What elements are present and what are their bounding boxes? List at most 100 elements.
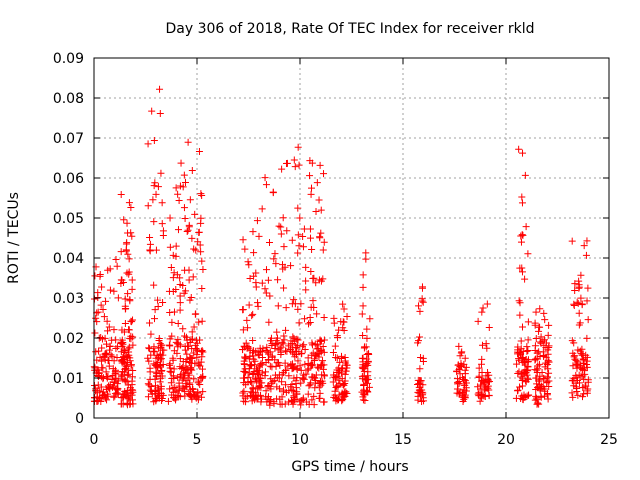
- data-point: [108, 352, 116, 360]
- data-point: [249, 336, 257, 344]
- data-point: [521, 171, 529, 179]
- data-point: [338, 397, 346, 405]
- data-point: [277, 348, 285, 356]
- data-point: [318, 371, 326, 379]
- data-point: [199, 388, 207, 396]
- data-point: [253, 395, 261, 403]
- data-point: [576, 363, 584, 371]
- data-point: [544, 395, 552, 403]
- data-point: [105, 356, 113, 364]
- data-point: [302, 277, 310, 285]
- data-point: [124, 381, 132, 389]
- data-point: [311, 384, 319, 392]
- data-point: [273, 328, 281, 336]
- data-point: [543, 391, 551, 399]
- data-point: [300, 371, 308, 379]
- data-point: [169, 384, 177, 392]
- data-point: [329, 378, 337, 386]
- data-point: [156, 109, 164, 117]
- data-point: [482, 383, 490, 391]
- data-point: [176, 299, 184, 307]
- data-point: [257, 384, 265, 392]
- data-point: [103, 340, 110, 348]
- data-point: [517, 238, 525, 246]
- data-point: [149, 196, 157, 204]
- data-point: [255, 371, 263, 379]
- data-point: [516, 311, 524, 319]
- data-point: [282, 304, 290, 312]
- data-point: [331, 387, 339, 395]
- data-point: [584, 376, 592, 384]
- data-point: [485, 371, 493, 379]
- data-point: [295, 242, 303, 250]
- data-point: [114, 385, 122, 393]
- data-point: [249, 370, 257, 378]
- data-point: [198, 257, 206, 265]
- data-point: [129, 367, 137, 375]
- data-point: [337, 354, 345, 362]
- data-point: [256, 374, 264, 382]
- data-point: [535, 360, 543, 368]
- data-point: [515, 145, 523, 153]
- data-point: [320, 361, 328, 369]
- data-point: [339, 324, 347, 332]
- data-point: [570, 339, 578, 347]
- data-point: [105, 323, 113, 331]
- data-point: [275, 222, 283, 230]
- data-point: [253, 377, 261, 385]
- data-point: [416, 365, 424, 373]
- data-point: [329, 348, 337, 356]
- data-point: [280, 243, 288, 251]
- data-point: [478, 308, 486, 316]
- data-point: [518, 199, 526, 207]
- data-point: [292, 343, 300, 351]
- data-point: [481, 387, 489, 395]
- data-point: [124, 395, 132, 403]
- data-point: [195, 228, 203, 236]
- data-point: [310, 392, 318, 400]
- data-point: [365, 350, 373, 358]
- data-point: [150, 218, 158, 226]
- data-point: [310, 401, 318, 409]
- data-point: [293, 374, 301, 382]
- data-point: [456, 370, 464, 378]
- data-point: [541, 363, 549, 371]
- data-point: [294, 204, 302, 212]
- data-point: [174, 392, 182, 400]
- data-point: [419, 357, 427, 365]
- data-point: [281, 359, 289, 367]
- data-point: [244, 258, 252, 266]
- data-point: [102, 297, 110, 305]
- data-point: [181, 392, 189, 400]
- data-point: [172, 285, 180, 293]
- data-point: [111, 378, 119, 386]
- data-point: [188, 166, 196, 174]
- data-point: [190, 349, 198, 357]
- data-point: [100, 313, 108, 321]
- data-point: [456, 390, 464, 398]
- data-point: [199, 265, 207, 273]
- data-point: [320, 398, 328, 406]
- data-point: [94, 289, 102, 297]
- data-point: [159, 231, 167, 239]
- data-point: [541, 316, 549, 324]
- data-point: [123, 239, 131, 247]
- data-point: [478, 341, 486, 349]
- data-point: [460, 376, 468, 384]
- data-point: [363, 387, 371, 395]
- data-point: [313, 345, 321, 353]
- data-point: [316, 336, 324, 344]
- data-point: [121, 302, 129, 310]
- data-point: [253, 369, 261, 377]
- data-point: [582, 251, 590, 259]
- data-point: [240, 374, 248, 382]
- data-point: [158, 341, 166, 349]
- data-point: [120, 328, 128, 336]
- data-point: [416, 377, 424, 385]
- data-point: [476, 397, 484, 405]
- data-point: [584, 316, 592, 324]
- data-point: [98, 344, 106, 352]
- data-point: [242, 368, 250, 376]
- data-point: [293, 395, 301, 403]
